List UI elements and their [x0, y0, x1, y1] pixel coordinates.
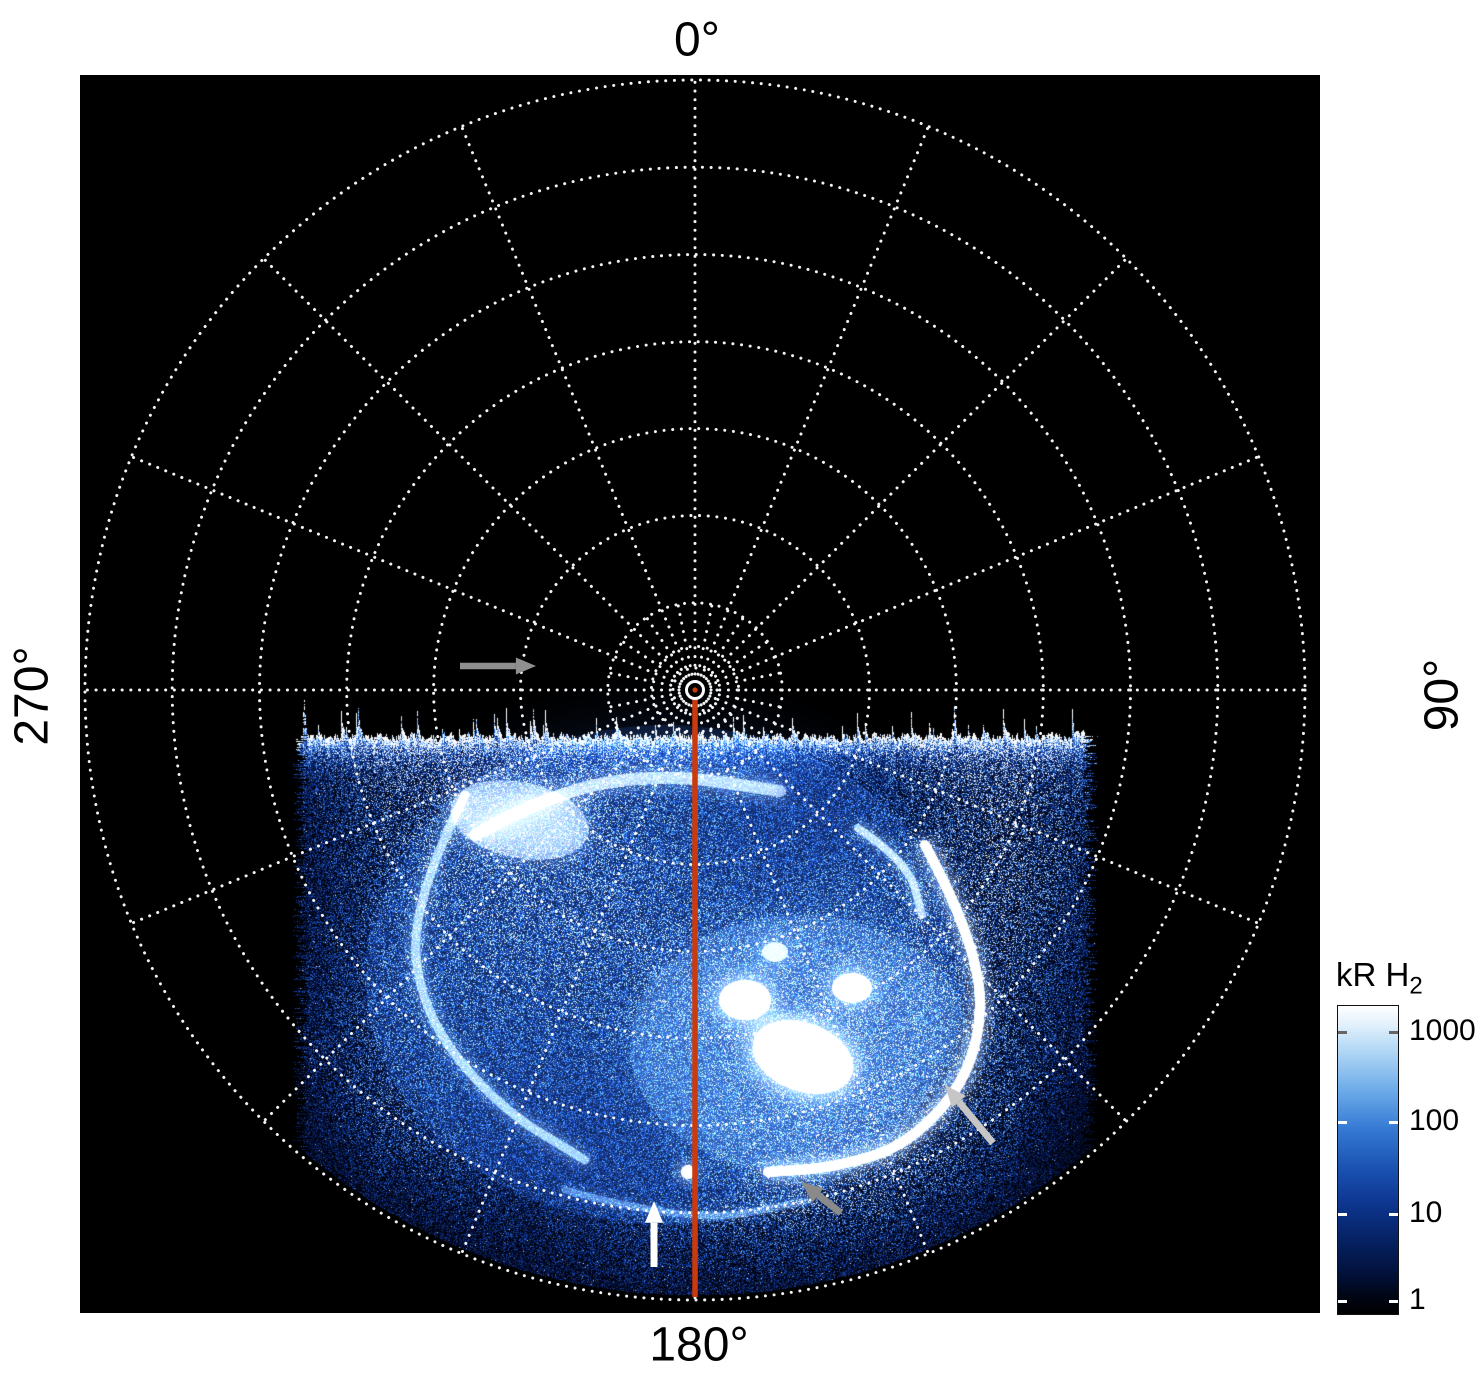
angle-label-90: 90° — [1415, 659, 1470, 732]
angle-label-180: 180° — [649, 1318, 748, 1373]
colorbar-tick-mark — [1338, 1121, 1347, 1124]
colorbar-title-text: kR H — [1336, 956, 1409, 993]
colorbar-tick-mark — [1389, 1031, 1398, 1034]
colorbar-tick-label-1: 1 — [1409, 1283, 1426, 1317]
plot-area — [80, 75, 1320, 1313]
figure-root: 0° 90° 180° 270° kR H2 1000 100 10 1 — [0, 0, 1481, 1386]
colorbar-tick-label-10: 10 — [1409, 1196, 1442, 1230]
colorbar-title: kR H2 — [1336, 956, 1423, 1001]
colorbar-gradient — [1337, 1005, 1399, 1315]
aurora-emission-image — [80, 75, 1320, 1313]
angle-label-270: 270° — [5, 646, 60, 745]
colorbar-tick-mark — [1389, 1300, 1398, 1303]
colorbar-title-subscript: 2 — [1409, 973, 1422, 1000]
colorbar-tick-mark — [1338, 1300, 1347, 1303]
colorbar-tick-mark — [1338, 1213, 1347, 1216]
colorbar-tick-mark — [1389, 1121, 1398, 1124]
angle-label-0: 0° — [674, 13, 720, 68]
colorbar-tick-label-1000: 1000 — [1409, 1014, 1476, 1048]
colorbar-tick-label-100: 100 — [1409, 1104, 1459, 1138]
colorbar-tick-mark — [1389, 1213, 1398, 1216]
colorbar-tick-mark — [1338, 1031, 1347, 1034]
